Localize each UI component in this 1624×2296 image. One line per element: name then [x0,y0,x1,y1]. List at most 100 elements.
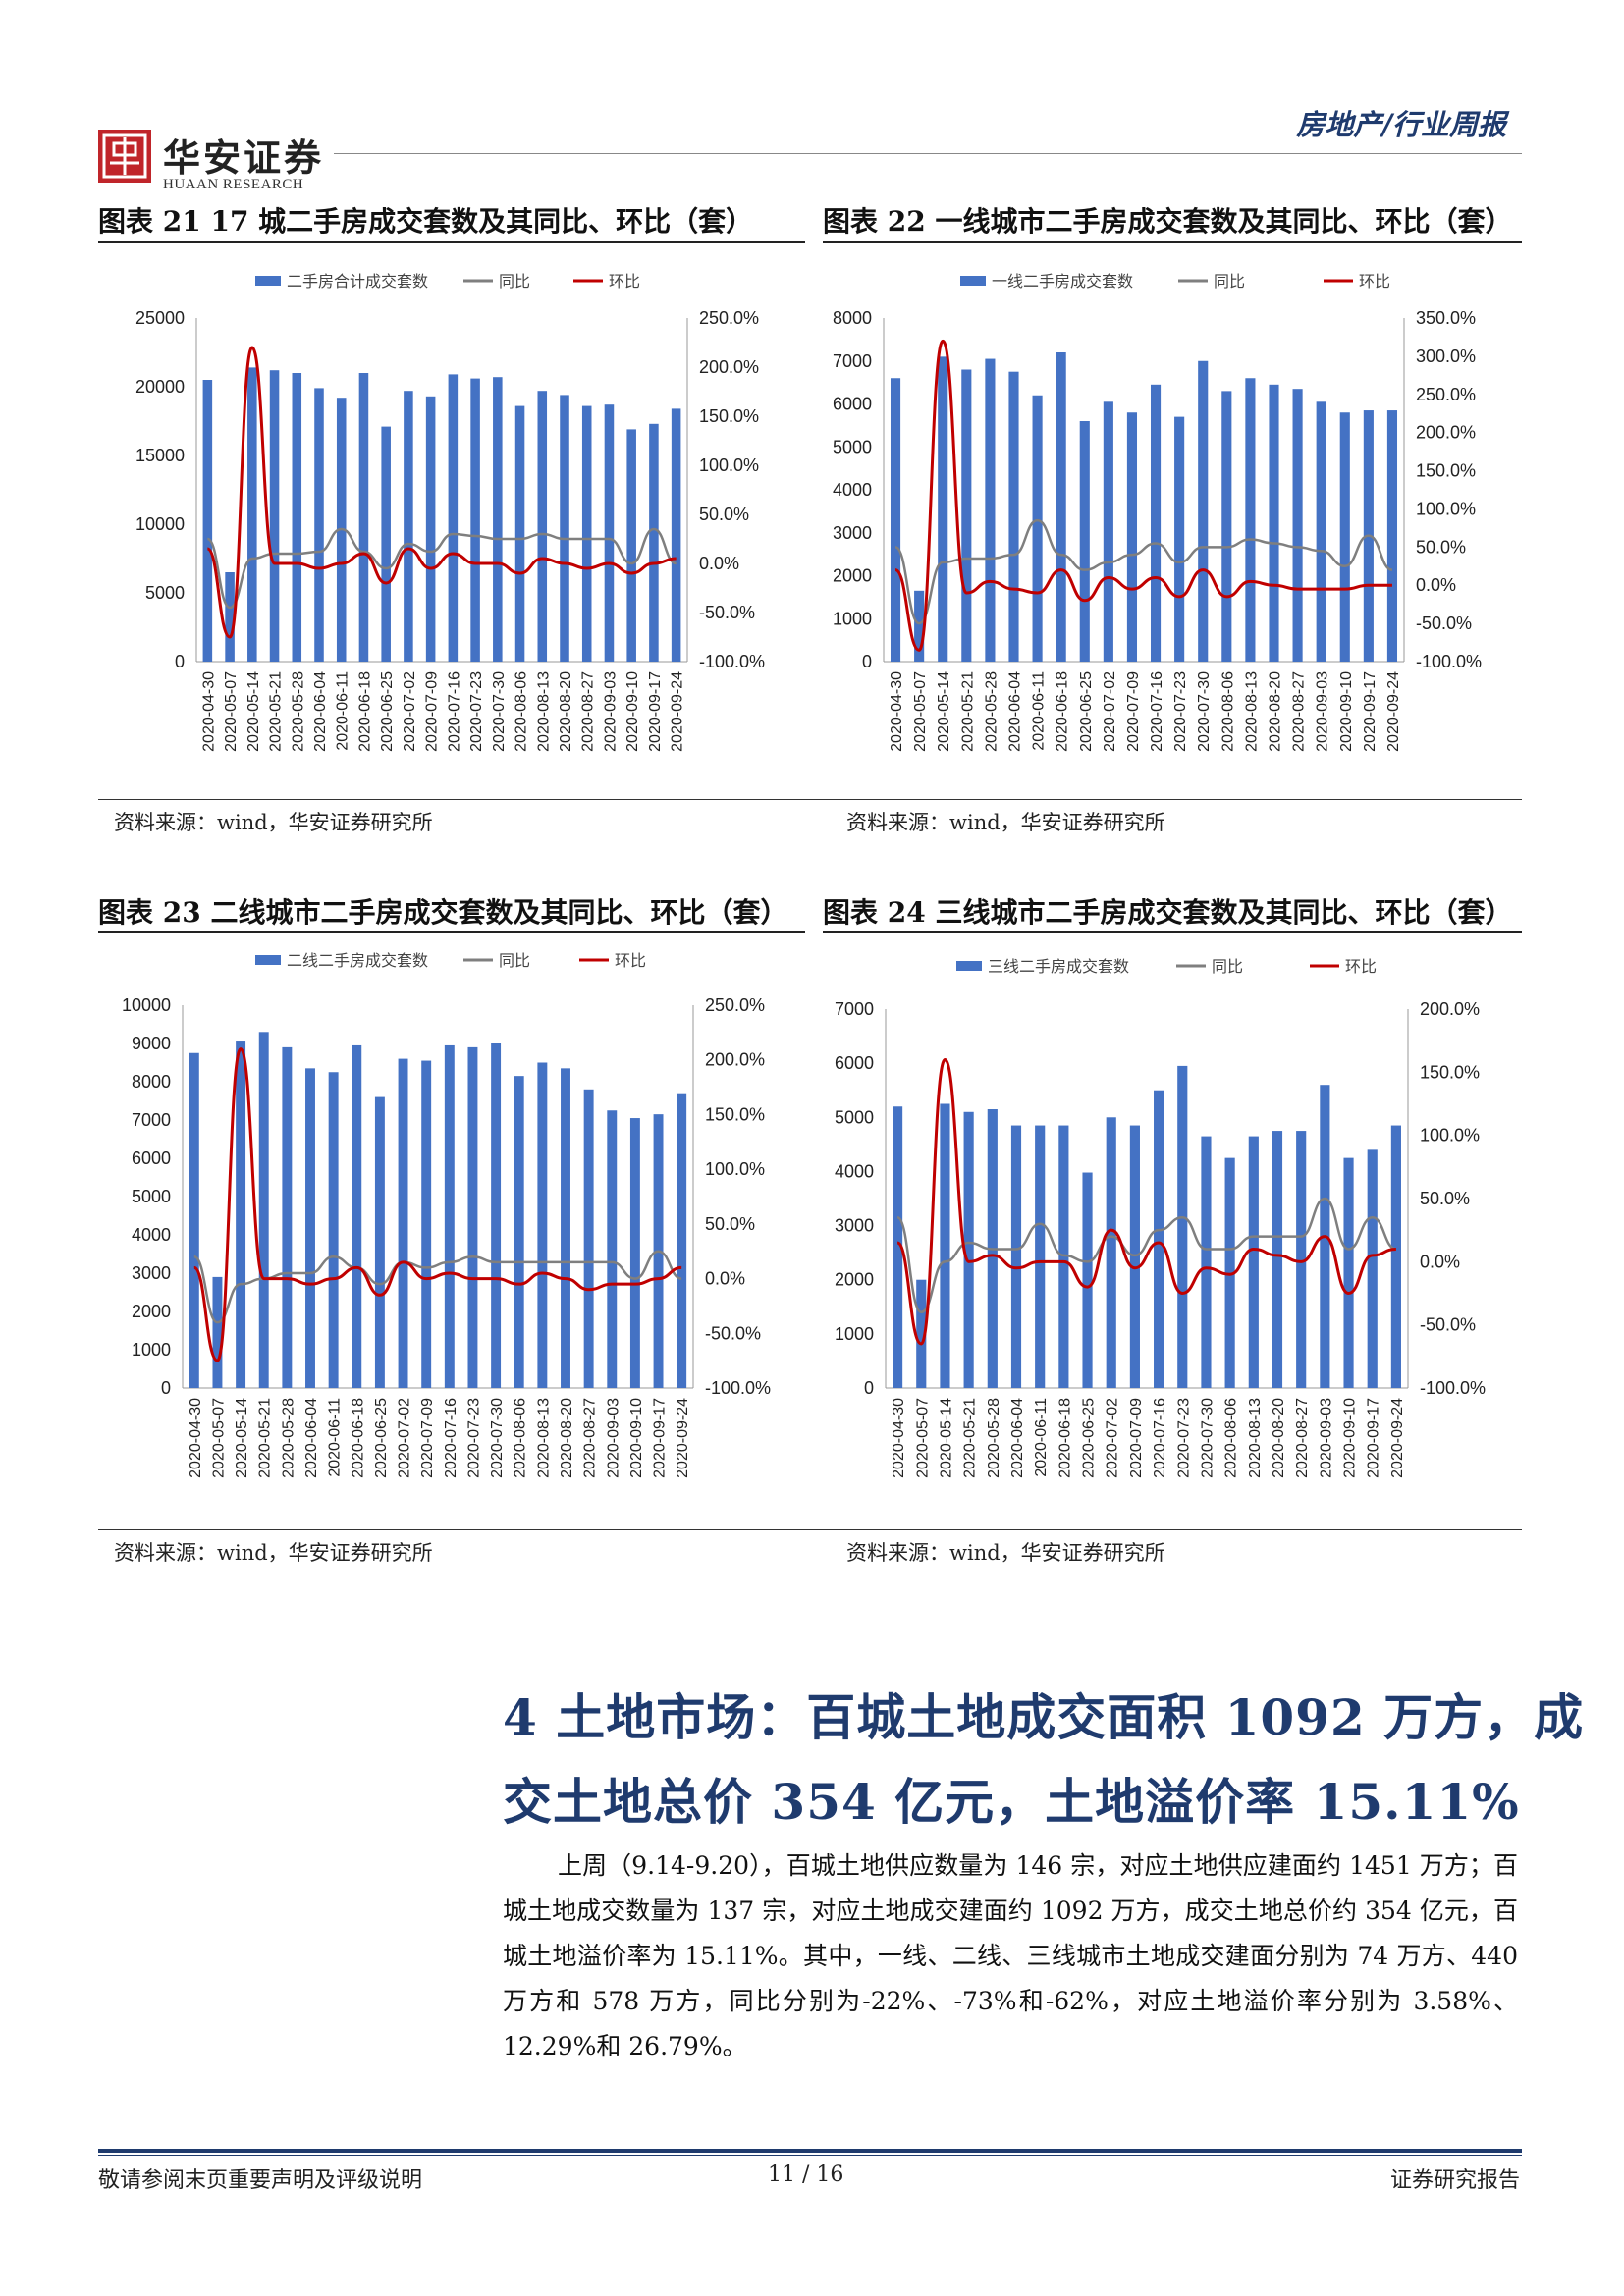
x-axis-date-label: 2020-05-21 [268,671,285,752]
figure-24-chart: 三线二手房成交套数 同比 环比 0 1000 2000 3000 4000 5000 6000 70… [823,940,1522,1525]
bar-2020-05-21 [269,370,280,662]
figure-24-source: 资料来源：wind，华安证券研究所 [846,1541,1165,1565]
right-axis-tick-label: 0.0% [705,1269,745,1289]
legend-mom-label: 环比 [1345,957,1377,976]
figure-23-source: 资料来源：wind，华安证券研究所 [114,1541,433,1565]
legend-yoy-label: 同比 [1212,957,1243,976]
x-axis-date-label: 2020-07-16 [446,671,462,752]
left-axis-tick-label: 6000 [833,395,872,414]
x-axis-date-label: 2020-06-18 [1055,671,1071,752]
bar-2020-06-11 [328,1072,339,1388]
bar-2020-05-28 [985,358,996,662]
bar-2020-06-25 [1082,1172,1093,1388]
bar-2020-08-13 [1248,1136,1259,1388]
bar-2020-09-24 [671,408,681,662]
source-rule-top [98,799,1522,800]
bar-2020-05-21 [963,1111,974,1388]
right-axis-tick-label: 50.0% [1416,537,1466,557]
x-axis-date-label: 2020-09-17 [1366,1398,1382,1478]
bar-2020-07-09 [1126,412,1138,662]
x-axis-date-label: 2020-09-24 [1385,671,1402,752]
x-axis-date-label: 2020-06-18 [1056,1398,1073,1478]
left-axis-tick-label: 9000 [132,1034,171,1053]
source-rule-bottom [98,1529,1522,1530]
bar-2020-05-14 [940,1103,950,1388]
x-axis-date-label: 2020-05-21 [962,1398,979,1478]
x-axis-date-label: 2020-08-27 [1291,671,1308,752]
footer-rule-thin [98,2155,1522,2156]
x-axis-date-label: 2020-07-16 [1152,1398,1168,1478]
bar-2020-07-16 [444,1044,455,1388]
bar-2020-05-07 [225,572,235,662]
bar-2020-09-17 [1367,1149,1378,1388]
left-axis-tick-label: 5000 [835,1107,874,1127]
figure-21-title: 图表 21 17 城二手房成交套数及其同比、环比（套） [98,205,754,238]
left-axis-tick-label: 4000 [835,1161,874,1181]
x-axis-date-label: 2020-06-11 [1031,671,1048,751]
right-axis-tick-label: 200.0% [1416,423,1476,443]
x-axis-date-label: 2020-07-30 [1196,671,1213,752]
bar-2020-07-16 [448,374,459,662]
right-axis-tick-label: 200.0% [705,1050,765,1070]
x-axis-date-label: 2020-07-09 [1125,671,1142,752]
right-axis-tick-label: 100.0% [699,455,759,475]
bar-2020-08-13 [1245,378,1256,662]
bar-2020-07-30 [491,1043,502,1388]
right-axis-tick-label: -100.0% [699,652,765,671]
bar-2020-05-21 [258,1032,269,1388]
bar-2020-07-02 [398,1058,408,1388]
x-axis-date-label: 2020-09-10 [1342,1398,1359,1478]
bar-2020-09-03 [604,404,615,662]
right-axis-tick-label: 100.0% [1420,1126,1480,1146]
right-axis-tick-label: 300.0% [1416,347,1476,366]
x-axis-date-label: 2020-05-28 [983,671,1000,752]
x-axis-date-label: 2020-09-10 [624,671,641,752]
x-axis-date-label: 2020-08-13 [535,671,552,752]
left-axis-tick-label: 2000 [833,566,872,586]
x-axis-date-label: 2020-07-30 [1199,1398,1216,1478]
figure-21-chart: 二手房合计成交套数 同比 环比 0 5000 10000 15000 20000 25000 -1… [98,253,805,793]
bar-2020-06-04 [1008,371,1019,662]
figure-21-top-rule [98,241,805,243]
bar-2020-05-14 [247,367,257,662]
x-axis-date-label: 2020-05-28 [280,1398,297,1478]
figure-22-top-rule [823,241,1522,243]
x-axis-date-label: 2020-07-09 [424,671,441,752]
right-axis-tick-label: 0.0% [1420,1252,1460,1271]
left-axis-tick-label: 8000 [833,308,872,328]
x-axis-date-label: 2020-09-03 [1315,671,1331,752]
x-axis-date-label: 2020-09-17 [647,671,664,752]
bar-2020-08-27 [1296,1131,1307,1388]
bar-2020-07-23 [1177,1065,1188,1388]
bar-2020-09-10 [1339,412,1350,662]
bar-2020-05-28 [282,1046,293,1388]
bar-2020-05-28 [292,373,302,662]
yoy-line [896,1197,1397,1314]
x-axis-date-label: 2020-06-11 [1033,1398,1050,1477]
x-axis-date-label: 2020-08-20 [1268,671,1284,752]
right-axis-tick-label: 200.0% [699,357,759,377]
left-axis-tick-label: 7000 [132,1110,171,1130]
x-axis-date-label: 2020-09-03 [1318,1398,1334,1478]
x-axis-date-label: 2020-08-27 [582,1398,599,1478]
x-axis-date-label: 2020-04-30 [889,671,905,752]
bar-2020-04-30 [890,378,901,662]
left-axis-tick-label: 0 [864,1378,874,1398]
x-axis-date-label: 2020-07-30 [489,1398,506,1478]
x-axis-date-label: 2020-08-06 [1219,671,1236,752]
bar-2020-05-21 [961,369,972,662]
x-axis-date-label: 2020-06-25 [1081,1398,1098,1478]
left-axis-tick-label: 6000 [132,1148,171,1168]
x-axis-date-label: 2020-07-02 [397,1398,413,1478]
left-axis-tick-label: 10000 [122,995,171,1015]
section-title-line-1: 4 土地市场：百城土地成交面积 1092 万方，成 [503,1688,1585,1746]
mom-line [206,346,677,639]
legend-bar-label: 二线二手房成交套数 [287,951,428,970]
bar-2020-09-10 [626,429,636,662]
bar-2020-07-30 [1201,1136,1212,1388]
x-axis-date-label: 2020-08-20 [558,671,574,752]
right-axis-tick-label: -100.0% [1420,1378,1486,1398]
figure-22-source: 资料来源：wind，华安证券研究所 [846,811,1165,834]
x-axis-date-label: 2020-09-03 [602,671,619,752]
left-axis-tick-label: 0 [862,652,872,671]
